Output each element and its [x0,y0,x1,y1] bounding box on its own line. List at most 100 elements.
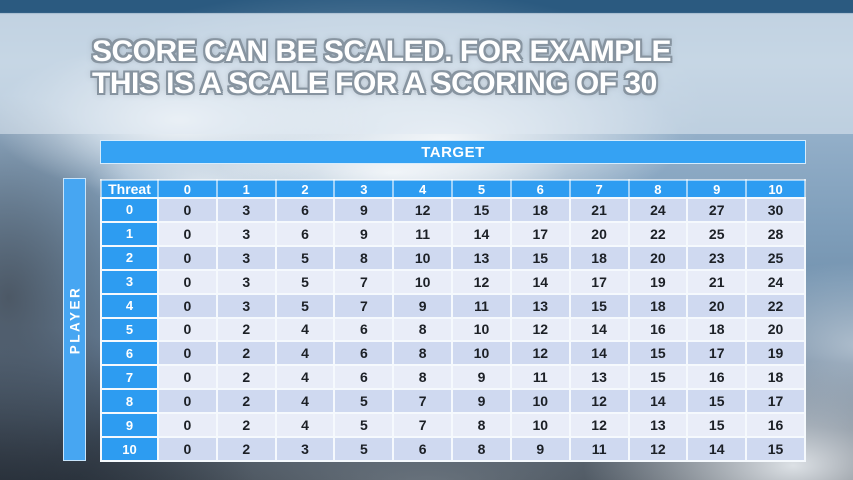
score-cell: 10 [509,388,571,415]
score-cell: 27 [686,197,748,223]
score-cell: 14 [568,316,630,343]
score-cell: 9 [392,292,454,319]
score-cell: 12 [392,197,454,223]
score-cell: 6 [333,340,395,367]
score-cell: 18 [627,292,689,319]
score-cell: 5 [333,412,395,439]
score-cell: 12 [627,436,689,462]
score-cell: 17 [568,268,630,295]
score-cell: 23 [686,244,748,271]
score-cell: 2 [215,340,277,367]
score-cell: 18 [568,244,630,271]
score-cell: 10 [451,340,512,367]
score-cell: 2 [215,436,277,462]
threat-row-header: 2 [100,244,159,271]
score-cell: 14 [509,268,571,295]
target-col-header: 1 [215,179,277,199]
score-cell: 0 [157,220,218,247]
score-cell: 17 [509,220,571,247]
score-cell: 0 [157,244,218,271]
score-cell: 4 [274,388,336,415]
threat-row-header: 0 [100,197,159,223]
score-cell: 20 [686,292,748,319]
target-col-header: 5 [451,179,512,199]
score-cell: 12 [509,340,571,367]
score-cell: 15 [451,197,512,223]
score-cell: 11 [451,292,512,319]
title-band [0,13,853,134]
score-cell: 16 [745,412,806,439]
score-cell: 0 [157,412,218,439]
score-cell: 9 [333,220,395,247]
score-cell: 2 [215,364,277,391]
target-col-header: 7 [568,179,630,199]
score-cell: 4 [274,340,336,367]
score-row: 9 0 2 4 5 7 8 10 12 13 15 16 [100,412,806,439]
score-cell: 9 [451,364,512,391]
score-cell: 3 [215,292,277,319]
score-cell: 15 [627,364,689,391]
score-cell: 15 [509,244,571,271]
score-cell: 20 [745,316,806,343]
score-cell: 13 [627,412,689,439]
score-cell: 25 [745,244,806,271]
target-col-header: 0 [157,179,218,199]
score-cell: 13 [509,292,571,319]
score-cell: 6 [274,220,336,247]
threat-row-header: 4 [100,292,159,319]
score-cell: 4 [274,364,336,391]
score-row: 3 0 3 5 7 10 12 14 17 19 21 24 [100,268,806,295]
score-cell: 9 [333,197,395,223]
slide-title: SCORE CAN BE SCALED. FOR EXAMPLE THIS IS … [92,35,672,100]
score-cell: 13 [568,364,630,391]
slide-title-line1: SCORE CAN BE SCALED. FOR EXAMPLE [92,35,672,68]
score-cell: 15 [686,388,748,415]
score-cell: 3 [274,436,336,462]
score-cell: 5 [274,268,336,295]
score-row: 10 0 2 3 5 6 8 9 11 12 14 15 [100,436,806,462]
threat-row-header: 5 [100,316,159,343]
score-cell: 17 [745,388,806,415]
score-cell: 14 [451,220,512,247]
score-cell: 3 [215,268,277,295]
score-cell: 21 [568,197,630,223]
score-cell: 5 [333,436,395,462]
score-cell: 2 [215,316,277,343]
score-cell: 19 [745,340,806,367]
threat-row-header: 9 [100,412,159,439]
score-cell: 8 [451,412,512,439]
score-cell: 7 [392,388,454,415]
target-col-header: 3 [333,179,395,199]
score-cell: 12 [568,388,630,415]
score-cell: 0 [157,268,218,295]
header-row: Threat 0 1 2 3 4 5 6 7 8 9 10 [100,179,806,199]
score-cell: 12 [568,412,630,439]
player-axis-text: PLAYER [67,285,82,354]
score-cell: 24 [627,197,689,223]
score-cell: 7 [333,268,395,295]
score-cell: 24 [745,268,806,295]
threat-row-header: 6 [100,340,159,367]
score-cell: 15 [745,436,806,462]
score-cell: 10 [451,316,512,343]
score-cell: 8 [392,340,454,367]
score-cell: 10 [392,244,454,271]
score-cell: 22 [627,220,689,247]
score-cell: 19 [627,268,689,295]
score-cell: 5 [333,388,395,415]
score-cell: 18 [686,316,748,343]
score-cell: 20 [627,244,689,271]
score-row: 7 0 2 4 6 8 9 11 13 15 16 18 [100,364,806,391]
score-cell: 3 [215,220,277,247]
score-cell: 4 [274,412,336,439]
score-row: 6 0 2 4 6 8 10 12 14 15 17 19 [100,340,806,367]
score-cell: 7 [333,292,395,319]
score-cell: 15 [627,340,689,367]
score-cell: 4 [274,316,336,343]
score-cell: 8 [392,316,454,343]
score-cell: 11 [568,436,630,462]
score-cell: 0 [157,364,218,391]
score-cell: 8 [333,244,395,271]
score-cell: 2 [215,412,277,439]
score-table: Threat 0 1 2 3 4 5 6 7 8 9 10 0 0 3 6 9 12 15 18 21 24 27 30 1… [100,179,806,462]
